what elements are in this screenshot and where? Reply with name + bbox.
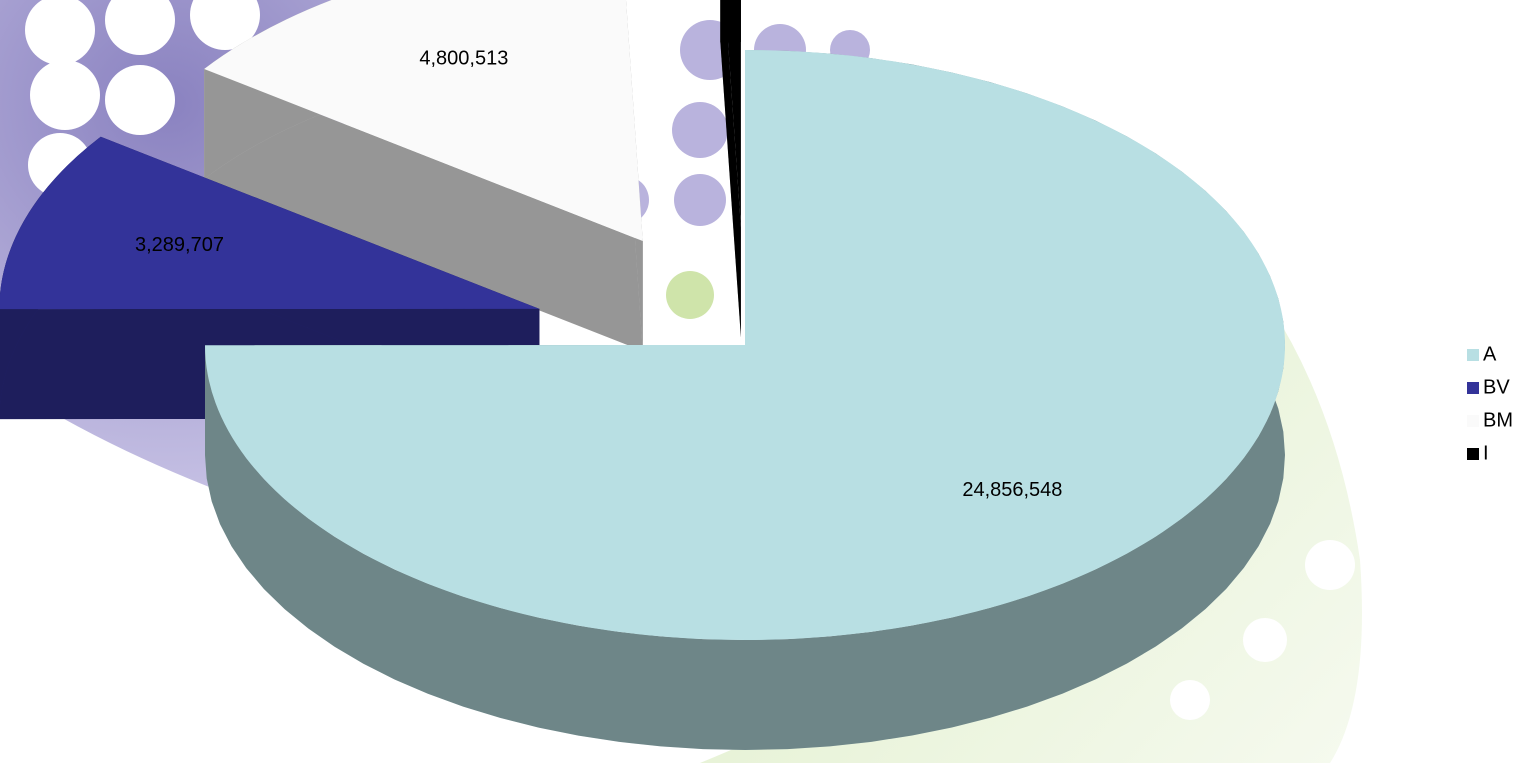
slice xyxy=(0,136,540,310)
legend-label: BM xyxy=(1483,409,1513,431)
slice xyxy=(205,50,1286,640)
slice-side xyxy=(204,68,643,352)
slice xyxy=(204,0,643,242)
legend-swatch xyxy=(1467,382,1479,394)
slice-side-shade xyxy=(204,68,643,352)
legend-swatch xyxy=(1467,415,1479,427)
slice xyxy=(725,0,741,228)
legend: A BV BM I xyxy=(1467,343,1513,464)
slice-side xyxy=(720,0,741,338)
legend-label: BV xyxy=(1483,376,1510,398)
legend-swatch xyxy=(1467,349,1479,361)
legend-swatch xyxy=(1467,448,1479,460)
slice-side-shade xyxy=(720,0,741,338)
data-label: 4,800,513 xyxy=(419,47,508,69)
data-label: 24,856,548 xyxy=(962,479,1062,501)
legend-label: A xyxy=(1483,343,1497,365)
data-label: 3,289,707 xyxy=(135,234,224,256)
legend-label: I xyxy=(1483,442,1489,464)
